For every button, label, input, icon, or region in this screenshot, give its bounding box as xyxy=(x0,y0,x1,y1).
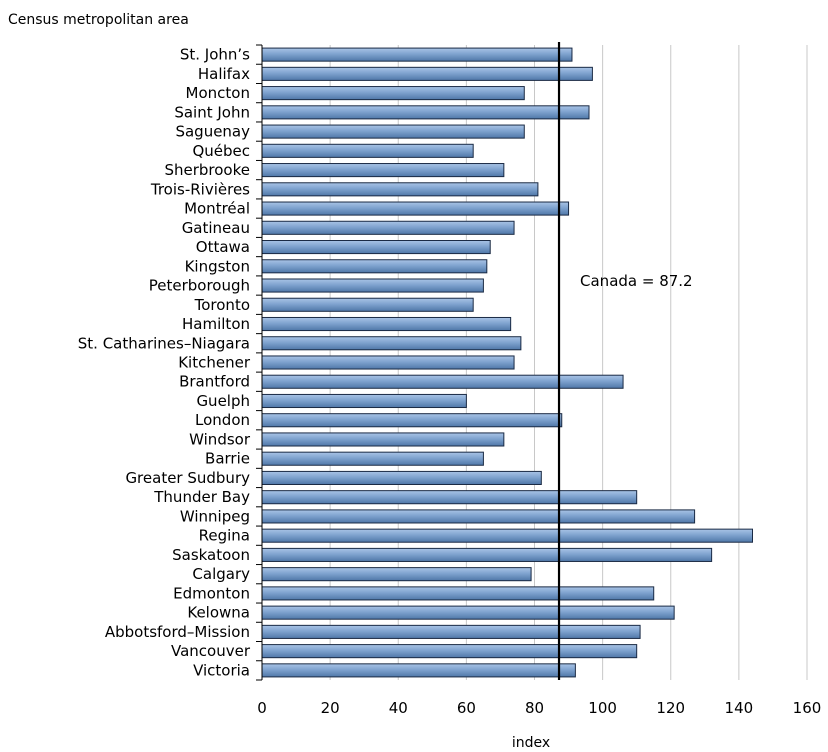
category-label: Greater Sudbury xyxy=(125,469,250,487)
bar xyxy=(262,548,712,561)
x-tick-label: 60 xyxy=(457,699,476,717)
bar xyxy=(262,202,569,215)
category-label: St. Catharines–Niagara xyxy=(78,334,250,352)
category-label: Trois-Rivières xyxy=(150,180,250,198)
category-label: Barrie xyxy=(205,450,250,468)
bar xyxy=(262,164,504,177)
category-label: Montréal xyxy=(184,200,250,218)
bar xyxy=(262,471,541,484)
category-label: Saint John xyxy=(174,103,250,121)
bar xyxy=(262,337,521,350)
bar xyxy=(262,587,654,600)
bar xyxy=(262,67,592,80)
bar xyxy=(262,279,483,292)
category-label: Kingston xyxy=(185,257,250,275)
category-label: St. John’s xyxy=(180,46,250,64)
x-tick-label: 0 xyxy=(257,699,267,717)
category-label: Regina xyxy=(199,527,250,545)
bar xyxy=(262,221,514,234)
x-tick-label: 160 xyxy=(793,699,822,717)
bar xyxy=(262,433,504,446)
bar xyxy=(262,394,466,407)
bar xyxy=(262,298,473,311)
x-tick-label: 100 xyxy=(588,699,617,717)
category-label: Hamilton xyxy=(182,315,250,333)
category-label: Toronto xyxy=(194,296,250,314)
bar xyxy=(262,48,572,61)
bars xyxy=(262,48,753,677)
x-tick-label: 120 xyxy=(656,699,685,717)
category-label: Kitchener xyxy=(178,354,251,372)
category-label: Moncton xyxy=(186,84,250,102)
category-label: Brantford xyxy=(179,373,250,391)
category-label: London xyxy=(195,411,250,429)
category-label: Sherbrooke xyxy=(164,161,250,179)
bar xyxy=(262,452,483,465)
bar xyxy=(262,260,487,273)
category-label: Ottawa xyxy=(196,238,250,256)
bar xyxy=(262,144,473,157)
bar xyxy=(262,106,589,119)
bar xyxy=(262,529,753,542)
bar xyxy=(262,645,637,658)
category-label: Thunder Bay xyxy=(153,488,250,506)
category-label: Vancouver xyxy=(171,642,251,660)
bar xyxy=(262,625,640,638)
x-tick-label: 40 xyxy=(389,699,408,717)
category-label: Saskatoon xyxy=(172,546,250,564)
bar xyxy=(262,414,562,427)
bar xyxy=(262,125,524,138)
category-label: Québec xyxy=(192,142,250,160)
bar xyxy=(262,356,514,369)
reference-line-label: Canada = 87.2 xyxy=(580,272,693,290)
category-label: Edmonton xyxy=(173,584,250,602)
category-label: Victoria xyxy=(193,661,250,679)
reference-line-group: Canada = 87.2 xyxy=(559,42,693,680)
bar xyxy=(262,317,511,330)
x-tick-label: 80 xyxy=(525,699,544,717)
bar xyxy=(262,491,637,504)
bar xyxy=(262,375,623,388)
category-label: Saguenay xyxy=(175,123,250,141)
bar xyxy=(262,510,695,523)
category-label: Windsor xyxy=(189,430,251,448)
bar xyxy=(262,664,575,677)
category-label: Kelowna xyxy=(187,604,250,622)
category-label: Peterborough xyxy=(149,277,250,295)
category-label: Abbotsford–Mission xyxy=(105,623,250,641)
category-label: Gatineau xyxy=(182,219,250,237)
category-label: Guelph xyxy=(196,392,250,410)
category-label: Winnipeg xyxy=(180,507,250,525)
x-tick-label: 20 xyxy=(321,699,340,717)
y-axis-title: Census metropolitan area xyxy=(8,12,189,28)
bar xyxy=(262,183,538,196)
bar xyxy=(262,568,531,581)
x-axis-title: index xyxy=(512,735,550,751)
bar xyxy=(262,87,524,100)
category-label: Halifax xyxy=(198,65,250,83)
x-tick-label: 140 xyxy=(725,699,754,717)
bar xyxy=(262,241,490,254)
category-label: Calgary xyxy=(192,565,250,583)
bar xyxy=(262,606,674,619)
